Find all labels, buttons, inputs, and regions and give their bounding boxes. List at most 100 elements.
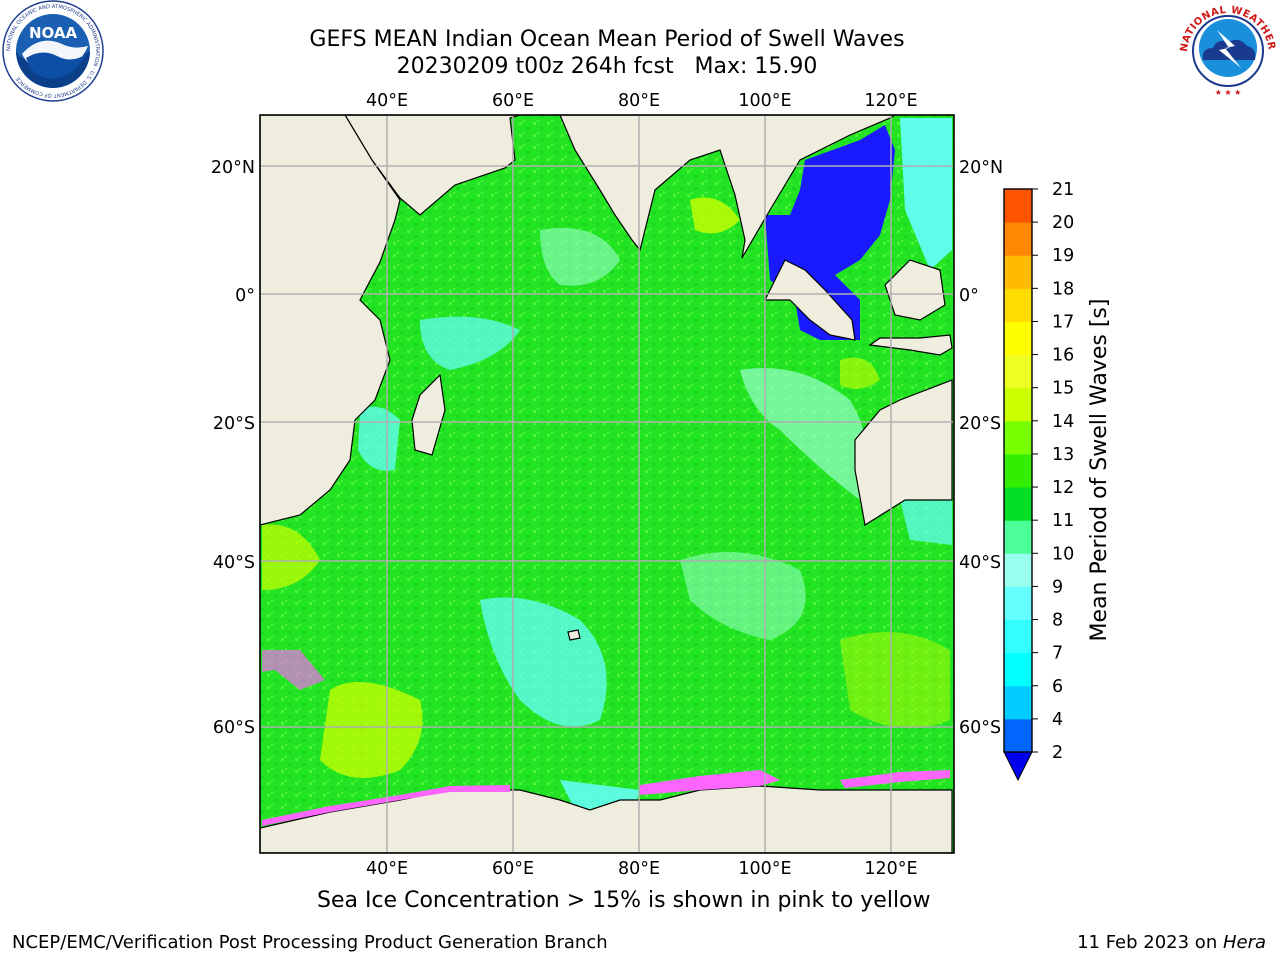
noaa-logo-text: NOAA [29,24,78,42]
colorbar-segment [1004,222,1032,256]
credit-host: Hera [1222,932,1266,953]
colorbar-segments [1004,189,1032,753]
colorbar-frame [1003,188,1033,753]
lat-labels-left: 20°N 0° 20°S 40°S 60°S [211,158,255,738]
lon-label: 80°E [618,91,660,111]
colorbar-tick-label: 13 [1052,445,1074,465]
map-area [260,115,954,853]
colorbar-tick-label: 9 [1052,577,1063,597]
colorbar-segment [1004,553,1032,587]
colorbar-tick-label: 10 [1052,544,1074,564]
map-frame [259,114,955,854]
lon-label: 40°E [366,859,408,879]
lon-label: 60°E [492,91,534,111]
swell-patch-yellow-west [262,524,320,590]
land-sumatra [764,259,856,341]
colorbar: 2 4 6 7 8 9 10 11 12 13 14 15 16 17 18 19 20 21 Mean Peri… [1003,180,1112,782]
colorbar-tick-label: 20 [1052,213,1074,233]
lat-label: 0° [235,286,255,306]
colorbar-segment [1004,255,1032,289]
sea-ice [262,650,950,826]
swell-patch-light-arabian [540,228,620,286]
noaa-logo: NOAA NATIONAL OCEANIC AND ATMOSPHERIC AD… [2,0,104,102]
lat-label: 20°S [213,414,255,434]
swell-patch-cyan-pacific [900,118,952,270]
colorbar-tick-label: 21 [1052,180,1074,200]
swell-patch-yellow-sw [320,682,423,778]
sea-ice-footnote: Sea Ice Concentration > 15% is shown in … [317,888,931,913]
nws-logo: NATIONAL WEATHER SERVICE ★ ★ ★ [1177,0,1278,101]
colorbar-segment [1004,520,1032,554]
colorbar-tick-label: 2 [1052,743,1063,763]
lon-label: 80°E [618,859,660,879]
colorbar-segment [1004,652,1032,687]
colorbar-tick-label: 19 [1052,246,1074,266]
colorbar-segment [1004,288,1032,322]
colorbar-tick-label: 18 [1052,279,1074,299]
land-asia-north [260,115,897,259]
lat-label: 20°N [211,158,255,178]
credit-date-text: 11 Feb 2023 on [1077,932,1223,953]
colorbar-tick-label: 12 [1052,478,1074,498]
colorbar-tick-label: 16 [1052,346,1074,366]
colorbar-extend-triangle [1003,751,1033,782]
lat-label: 60°S [959,718,1001,738]
sea-ice-east [840,770,950,788]
svg-text:★ ★ ★: ★ ★ ★ [1215,88,1242,97]
lon-label: 120°E [864,859,917,879]
colorbar-tick-label: 15 [1052,379,1074,399]
colorbar-tick-label: 7 [1052,644,1063,664]
lat-label: 60°S [213,718,255,738]
chart-title: GEFS MEAN Indian Ocean Mean Period of Sw… [309,27,905,52]
colorbar-segment [1004,420,1032,455]
colorbar-segment [1004,189,1032,223]
colorbar-segment [1004,354,1032,389]
colorbar-segment [1004,453,1032,488]
lon-labels-bottom: 40°E 60°E 80°E 100°E 120°E [366,859,918,879]
swell-patch-cyan-equator [420,316,520,370]
credit-branch: NCEP/EMC/Verification Post Processing Pr… [12,932,608,953]
map-grid [260,115,954,853]
lat-label: 0° [959,286,979,306]
colorbar-tick-label: 11 [1052,511,1074,531]
swell-patch-light-east [740,368,868,500]
lat-label: 40°S [959,553,1001,573]
colorbar-segment [1004,718,1032,753]
swell-patch-cyan-australia [900,500,952,545]
colorbar-tick-label: 14 [1052,412,1074,432]
lon-label: 100°E [738,91,791,111]
colorbar-segment [1004,586,1032,621]
land-australia [854,379,953,526]
land-borneo [884,259,946,321]
lon-label: 100°E [738,859,791,879]
lat-label: 40°S [213,553,255,573]
colorbar-ticks: 2 4 6 7 8 9 10 11 12 13 14 15 16 17 18 19 20 21 [1032,180,1074,763]
swell-patch-yellow-east [840,357,880,389]
lat-label: 20°S [959,414,1001,434]
sea-ice-west-patch [262,650,325,690]
colorbar-tick-label: 17 [1052,312,1074,332]
sea-ice-west [262,785,510,826]
lon-label: 40°E [366,91,408,111]
land-kerguelen [567,629,581,641]
swell-patches [262,118,952,820]
colorbar-tick-label: 8 [1052,611,1063,631]
lon-label: 60°E [492,859,534,879]
colorbar-tick-label: 4 [1052,710,1063,730]
chart-subtitle: 20230209 t00z 264h fcst Max: 15.90 [396,54,818,79]
colorbar-segment [1004,619,1032,654]
colorbar-segment [1004,387,1032,422]
swell-patch-cyan-south [480,597,607,727]
colorbar-segment [1004,321,1032,356]
colorbar-segment [1004,685,1032,720]
lat-labels-right: 20°N 0° 20°S 40°S 60°S [959,158,1003,738]
colorbar-tick-label: 6 [1052,677,1063,697]
colorbar-segment [1004,487,1032,521]
land-madagascar [411,373,446,456]
lon-label: 120°E [864,91,917,111]
lat-label: 20°N [959,158,1003,178]
swell-patch-yellow-bay [690,197,740,234]
colorbar-label: Mean Period of Swell Waves [s] [1087,299,1112,642]
swell-patch-yellow-se [840,632,950,728]
